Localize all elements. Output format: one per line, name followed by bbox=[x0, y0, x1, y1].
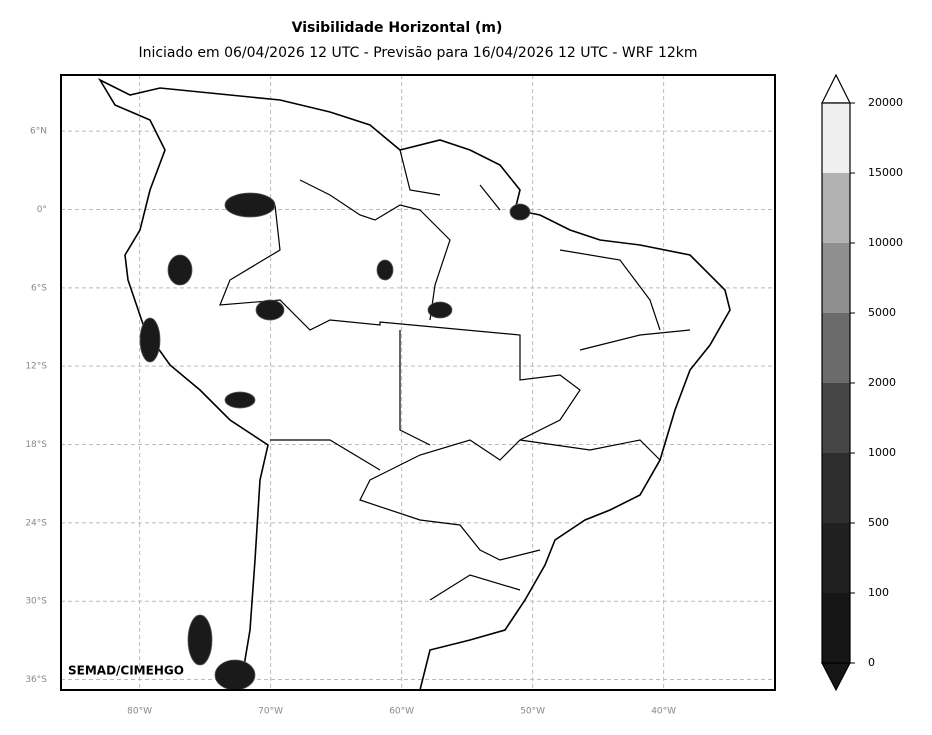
map-shapes bbox=[97, 78, 731, 691]
colorbar-extend bbox=[821, 662, 851, 692]
lon-label: 60°W bbox=[389, 707, 414, 717]
lon-label: 50°W bbox=[520, 707, 545, 717]
fog-area bbox=[224, 192, 276, 218]
fog-area bbox=[509, 203, 531, 221]
colorbar: 0 100 500 1000 2000 5000 10000 15000 20000 bbox=[821, 73, 903, 692]
lat-label: 6°N bbox=[30, 127, 47, 137]
fog-area bbox=[214, 659, 256, 691]
colorbar-segment bbox=[822, 313, 850, 383]
colorbar-label: 15000 bbox=[868, 166, 903, 179]
country-border bbox=[270, 149, 691, 601]
colorbar-segment bbox=[822, 243, 850, 313]
fog-area bbox=[187, 614, 213, 666]
fog-area bbox=[376, 259, 394, 281]
colorbar-label: 100 bbox=[868, 586, 889, 599]
fog-area bbox=[255, 299, 285, 321]
colorbar-label: 500 bbox=[868, 516, 889, 529]
lat-label: 36°S bbox=[25, 675, 47, 685]
colorbar-label: 10000 bbox=[868, 236, 903, 249]
colorbar-label: 1000 bbox=[868, 446, 896, 459]
lat-label: 12°S bbox=[25, 362, 47, 372]
lon-label: 80°W bbox=[127, 707, 152, 717]
colorbar-segment bbox=[822, 383, 850, 453]
fog-area bbox=[139, 317, 161, 363]
colorbar-segment bbox=[822, 103, 850, 173]
lat-label: 24°S bbox=[25, 518, 47, 528]
colorbar-label: 2000 bbox=[868, 376, 896, 389]
lat-label: 30°S bbox=[25, 597, 47, 607]
lon-label: 70°W bbox=[258, 707, 283, 717]
lat-label: 0° bbox=[37, 205, 47, 215]
map-frame bbox=[60, 74, 776, 691]
colorbar-label: 0 bbox=[868, 656, 875, 669]
colorbar-segment bbox=[822, 173, 850, 243]
colorbar-segment bbox=[822, 593, 850, 663]
country-border bbox=[219, 204, 581, 561]
grid bbox=[61, 75, 775, 690]
credit: SEMAD/CIMEHGO bbox=[68, 664, 184, 678]
colorbar-label: 20000 bbox=[868, 96, 903, 109]
fog-area bbox=[167, 254, 193, 286]
colorbar-extend bbox=[821, 73, 851, 104]
lat-label: 6°S bbox=[31, 283, 47, 293]
fog-area bbox=[427, 301, 453, 319]
fog-area bbox=[224, 391, 256, 409]
lat-label: 18°S bbox=[25, 440, 47, 450]
colorbar-segment bbox=[822, 523, 850, 593]
colorbar-label: 5000 bbox=[868, 306, 896, 319]
subtitle: Iniciado em 06/04/2026 12 UTC - Previsão… bbox=[138, 45, 697, 61]
lon-label: 40°W bbox=[651, 707, 676, 717]
coastline bbox=[97, 78, 731, 691]
colorbar-segment bbox=[822, 453, 850, 523]
title: Visibilidade Horizontal (m) bbox=[292, 20, 503, 36]
